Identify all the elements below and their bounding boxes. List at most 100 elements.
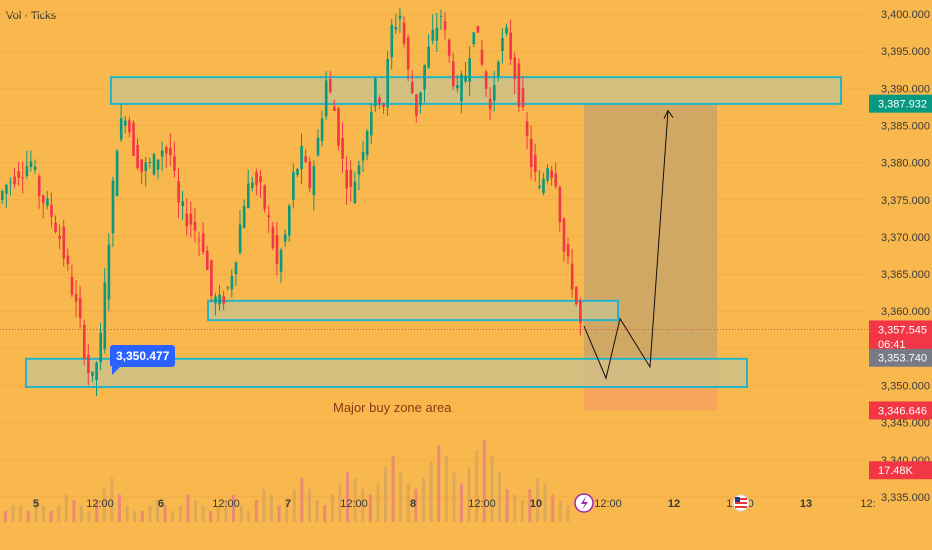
support-zone[interactable] <box>207 299 619 322</box>
volume-bar <box>49 511 53 522</box>
candle <box>283 234 287 242</box>
candle <box>361 151 365 161</box>
candle <box>419 92 422 106</box>
volume-bar <box>452 472 456 522</box>
candle <box>308 161 312 189</box>
candle <box>353 181 357 204</box>
volume-bar <box>171 511 175 522</box>
y-tick-label: 3,335.000 <box>881 492 930 504</box>
candle <box>452 61 455 87</box>
candle <box>288 205 291 236</box>
y-tick-label: 3,360.000 <box>881 306 930 318</box>
candle <box>124 120 127 126</box>
candle <box>292 172 295 200</box>
volume-bar <box>4 511 7 522</box>
x-tick-label: 12:00 <box>212 498 240 510</box>
candle <box>525 121 529 136</box>
y-tick-label: 3,375.000 <box>881 195 930 207</box>
candle <box>575 287 578 305</box>
candle <box>242 205 246 228</box>
candle <box>509 32 512 60</box>
candle <box>497 61 500 77</box>
volume-bar <box>64 494 68 522</box>
indicator-label: Vol · Ticks <box>6 10 57 22</box>
candle <box>107 244 111 300</box>
candle <box>165 147 168 154</box>
volume-bar <box>186 494 190 522</box>
candle <box>62 226 66 259</box>
volume-bar <box>42 505 45 522</box>
candle <box>5 184 8 194</box>
candle <box>99 332 102 363</box>
volume-bar <box>429 461 433 522</box>
volume-bar <box>270 494 273 522</box>
volume-bar <box>330 494 334 522</box>
candle <box>538 185 541 188</box>
volume-bar <box>353 478 357 522</box>
y-tick-label: 3,395.000 <box>881 46 930 58</box>
volume-bar <box>346 472 349 522</box>
candle <box>230 275 234 290</box>
candle <box>411 82 414 94</box>
candle <box>234 262 238 275</box>
candle <box>542 178 545 194</box>
volume-bar <box>482 439 486 522</box>
candle <box>115 150 119 197</box>
x-tick-label: 12: <box>860 498 875 510</box>
volume-bar <box>19 505 23 522</box>
candle <box>365 131 369 155</box>
volume-bar <box>399 472 403 522</box>
candle <box>263 185 266 210</box>
candle <box>464 75 467 82</box>
candle <box>316 137 320 156</box>
volume-bar <box>11 505 15 522</box>
resistance-zone[interactable] <box>110 76 842 105</box>
candle <box>78 297 82 319</box>
flag-stripe <box>735 502 747 504</box>
candle <box>472 32 476 44</box>
volume-bar <box>72 500 76 522</box>
volume-bar <box>133 511 137 522</box>
candle <box>431 29 435 41</box>
volume-bar <box>178 505 182 522</box>
candle <box>447 39 451 56</box>
volume-bar <box>315 500 319 522</box>
volume-bar <box>376 483 380 522</box>
candle <box>132 122 135 156</box>
candle <box>87 354 90 374</box>
candle <box>259 176 262 183</box>
candle <box>9 181 12 183</box>
candle <box>136 144 139 169</box>
candle <box>156 159 160 170</box>
candle <box>1 190 4 200</box>
x-tick-label: 12:00 <box>86 498 114 510</box>
volume-bar <box>361 489 365 522</box>
y-tick-label: 3,350.000 <box>881 381 930 393</box>
volume-bar <box>87 511 91 522</box>
candle <box>17 171 20 178</box>
candle <box>513 57 517 80</box>
candle <box>488 98 492 110</box>
candle <box>484 71 488 89</box>
volume-bar <box>437 445 441 522</box>
candle <box>579 300 582 323</box>
candle <box>29 161 33 167</box>
volume-bar <box>26 511 30 522</box>
volume-bar <box>110 478 114 522</box>
volume-bar <box>163 505 167 522</box>
price-tag <box>869 461 932 480</box>
candle <box>546 168 549 181</box>
volume-bar <box>444 456 448 522</box>
volume-bar <box>338 483 342 522</box>
price-tag-label: 17.48K <box>878 465 914 477</box>
projection-path[interactable] <box>583 110 669 380</box>
volume-bar <box>292 489 296 522</box>
candle <box>570 263 574 290</box>
candle <box>37 176 41 197</box>
candle <box>406 37 410 70</box>
price-tag-label: 3,357.545 <box>878 324 927 336</box>
candle <box>296 168 299 176</box>
volume-bar <box>247 511 251 522</box>
candle <box>382 104 385 108</box>
